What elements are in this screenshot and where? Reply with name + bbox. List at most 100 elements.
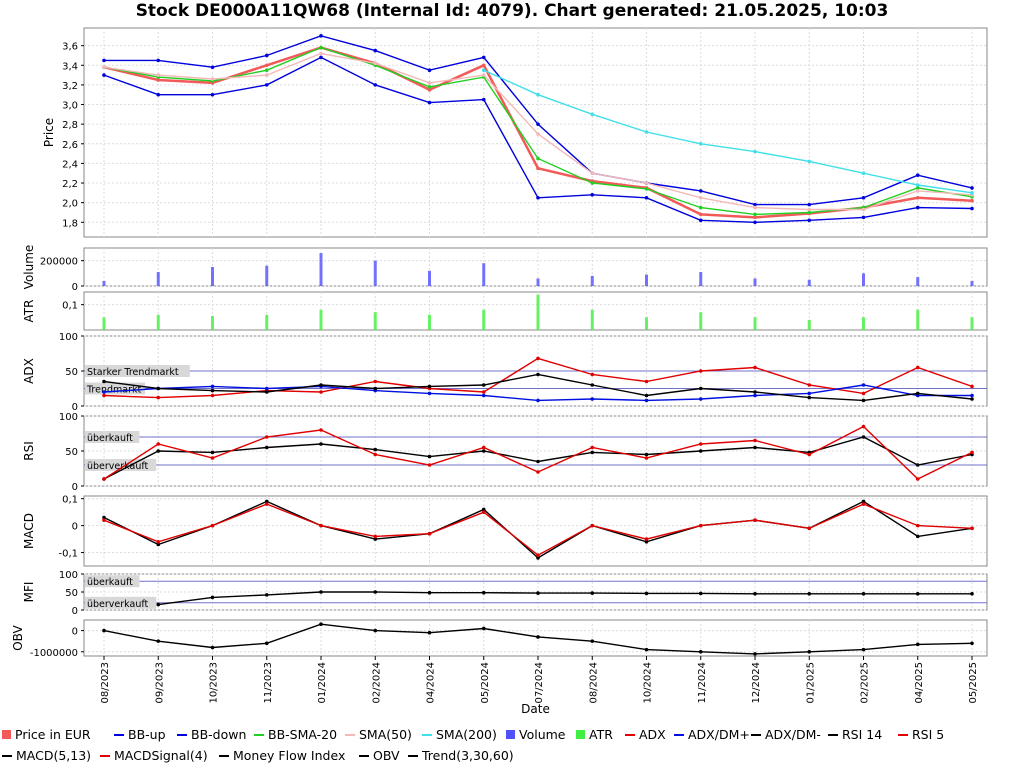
y-tick-label: 0 [72, 482, 78, 493]
data-point [373, 590, 378, 594]
data-point [970, 191, 974, 195]
legend: Price in EUR BB-up BB-down BB-SMA-20 SMA(50)… [0, 724, 1024, 768]
data-point [481, 97, 486, 102]
legend-label: MACDSignal(4) [114, 748, 208, 763]
data-point [698, 386, 703, 391]
legend-swatch [219, 754, 229, 757]
data-point [644, 591, 649, 596]
data-point [102, 65, 106, 70]
data-point [373, 537, 378, 541]
data-point [915, 534, 920, 539]
y-tick-label: 2,0 [62, 199, 78, 210]
data-point [319, 383, 323, 387]
data-point [319, 442, 323, 446]
data-point [861, 215, 866, 220]
data-point [753, 438, 757, 443]
annotation-label: Trendmarkt [86, 385, 141, 396]
legend-swatch [408, 754, 418, 757]
data-point [807, 391, 812, 396]
data-point [590, 523, 595, 528]
data-point [373, 447, 378, 452]
bar-volume [102, 280, 106, 286]
data-point [644, 393, 649, 398]
legend-label: ADX [639, 727, 666, 742]
data-point [319, 34, 323, 38]
bar-volume [590, 275, 594, 286]
data-point [264, 68, 269, 72]
bar-volume [211, 267, 214, 286]
data-point [753, 202, 757, 207]
data-point [915, 463, 920, 467]
data-point [970, 450, 974, 455]
data-point [156, 73, 161, 77]
data-point [698, 205, 703, 210]
bar-atr [211, 316, 214, 330]
data-point [210, 388, 215, 393]
data-point [644, 181, 649, 185]
data-point [644, 398, 649, 403]
legend-item: Volume [506, 727, 566, 742]
y-tick-label: 2,8 [62, 120, 78, 131]
x-tick-label: 05/2024 [480, 662, 491, 704]
data-point [807, 526, 812, 531]
y-tick-label: 50 [65, 447, 78, 458]
data-point [156, 58, 161, 63]
y-axis-label: OBV [11, 624, 25, 650]
y-tick-label: 0 [72, 606, 78, 617]
data-point [861, 398, 866, 403]
data-point [264, 390, 269, 394]
data-point [427, 85, 432, 89]
bar-volume [319, 253, 323, 286]
data-point [210, 92, 215, 97]
data-point [970, 592, 974, 596]
data-point [156, 539, 161, 544]
data-point [698, 212, 703, 217]
annotation-label: überkauft [87, 577, 133, 588]
data-point [644, 452, 649, 457]
legend-label: BB-down [191, 727, 247, 742]
data-point [102, 393, 106, 398]
data-point [753, 212, 757, 217]
data-point [264, 63, 269, 68]
x-tick-label: 02/2025 [860, 662, 871, 704]
data-point [536, 591, 540, 595]
data-point [915, 477, 920, 481]
data-point [807, 202, 812, 207]
annotation-box [85, 575, 140, 588]
data-point [644, 379, 649, 384]
legend-item: ADX/DM+ [674, 727, 750, 742]
data-point [590, 171, 595, 176]
y-axis-label: Price [42, 118, 56, 147]
data-point [373, 452, 378, 457]
data-point [590, 372, 595, 377]
y-tick-label: 2,2 [62, 179, 78, 190]
data-point [427, 81, 432, 85]
data-point [102, 515, 106, 520]
data-point [481, 63, 486, 68]
x-tick-label: 08/2023 [100, 662, 111, 704]
bar-atr [428, 314, 431, 330]
bar-volume [753, 278, 757, 286]
data-point [210, 393, 215, 398]
data-point [590, 383, 595, 387]
data-point [373, 386, 378, 391]
data-point [970, 526, 974, 531]
data-point [156, 92, 161, 97]
data-point [264, 435, 269, 439]
annotation-label: Starker Trendmarkt [87, 367, 179, 378]
annotation-label: überverkauft [87, 599, 149, 610]
data-point [210, 523, 215, 528]
data-point [698, 449, 703, 453]
x-tick-label: 10/2024 [643, 662, 654, 704]
data-point [156, 639, 161, 643]
data-point [753, 215, 757, 220]
data-point [373, 534, 378, 539]
y-axis-label: Volume [22, 245, 36, 290]
bar-atr [373, 312, 377, 330]
data-point [373, 83, 378, 87]
legend-label: RSI 14 [842, 727, 883, 742]
data-point [427, 391, 432, 396]
data-point [590, 397, 595, 401]
data-point [861, 435, 866, 439]
data-point [698, 523, 703, 528]
